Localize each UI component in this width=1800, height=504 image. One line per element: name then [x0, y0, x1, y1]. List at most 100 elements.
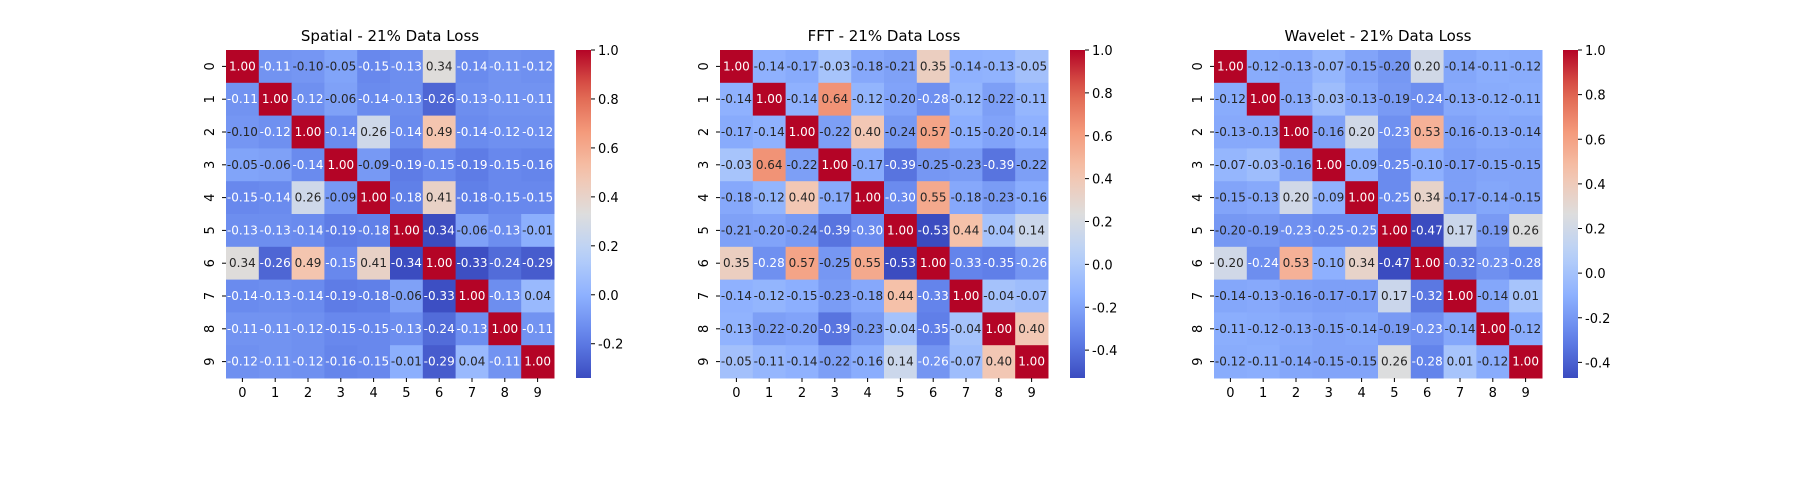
cell-label: -0.12	[522, 59, 553, 73]
cell-label: -0.15	[325, 256, 356, 270]
heatmap-cell	[1345, 148, 1379, 182]
cell-label: 0.64	[821, 92, 848, 106]
cell-label: -0.14	[754, 59, 785, 73]
heatmap-cell	[851, 115, 885, 149]
heatmap-cell	[982, 82, 1016, 117]
heatmap-cell	[1015, 345, 1049, 379]
x-tick-label: 4	[369, 386, 377, 401]
y-tick-label: 8	[697, 325, 712, 333]
cell-label: -0.14	[786, 92, 817, 106]
cell-label: -0.14	[1444, 59, 1475, 73]
cell-label: -0.04	[950, 322, 981, 336]
heatmap-cell	[916, 50, 951, 84]
heatmap-cell	[818, 82, 852, 117]
heatmap-cell	[785, 246, 819, 281]
heatmap-cell	[390, 115, 424, 149]
heatmap-cell	[1279, 148, 1313, 182]
heatmap-cell	[390, 214, 424, 248]
heatmap-cell	[1410, 181, 1445, 215]
heatmap-cell	[1443, 50, 1477, 84]
cell-label: -0.24	[424, 322, 455, 336]
cell-label: -0.11	[754, 355, 785, 369]
heatmap-cell	[818, 279, 852, 313]
cell-label: 0.01	[1447, 355, 1474, 369]
heatmap-cell	[324, 279, 358, 313]
cell-label: -0.25	[918, 158, 949, 172]
heatmap-cell	[390, 82, 424, 117]
colorbar-tick-label: 0.0	[1585, 267, 1606, 282]
cell-label: 0.01	[1512, 289, 1539, 303]
heatmap-cell	[916, 246, 951, 281]
cell-label: -0.11	[489, 355, 520, 369]
cell-label: -0.12	[1510, 322, 1541, 336]
cell-label: 1.00	[393, 223, 420, 237]
heatmap-cell	[884, 50, 918, 84]
cell-label: -0.53	[885, 256, 916, 270]
heatmap-cell	[521, 214, 555, 248]
heatmap-cell	[982, 148, 1016, 182]
heatmap-cell	[982, 312, 1016, 346]
heatmap-cell	[226, 214, 260, 248]
heatmap-cell	[1443, 148, 1477, 182]
cell-label: 1.00	[1414, 256, 1441, 270]
cell-label: -0.16	[1280, 158, 1311, 172]
heatmap-cell	[258, 148, 293, 182]
heatmap-cell	[226, 50, 260, 84]
cell-label: -0.19	[391, 158, 422, 172]
cell-label: -0.12	[754, 289, 785, 303]
cell-label: -0.23	[950, 158, 981, 172]
cell-label: -0.15	[227, 191, 258, 205]
heatmap-cell	[818, 312, 852, 346]
cell-label: -0.15	[1346, 59, 1377, 73]
cell-label: 1.00	[1479, 322, 1506, 336]
cell-label: -0.15	[1346, 355, 1377, 369]
cell-label: -0.11	[260, 355, 291, 369]
heatmap-cell	[1345, 312, 1379, 346]
y-tick-label: 8	[1191, 325, 1206, 333]
heatmap-cell	[1246, 148, 1281, 182]
cell-label: -0.23	[1477, 256, 1508, 270]
cell-label: -0.25	[1346, 223, 1377, 237]
cell-label: -0.23	[1280, 223, 1311, 237]
heatmap-cell	[1476, 148, 1510, 182]
cell-label: -0.13	[721, 322, 752, 336]
cell-label: -0.15	[489, 191, 520, 205]
cell-label: -0.14	[1510, 125, 1541, 139]
colorbar	[1070, 50, 1085, 378]
cell-label: -0.30	[852, 223, 883, 237]
cell-label: -0.13	[1346, 92, 1377, 106]
heatmap-cell	[455, 115, 489, 149]
heatmap-cell	[982, 50, 1016, 84]
heatmap-cell	[390, 181, 424, 215]
cell-label: -0.22	[1016, 158, 1047, 172]
cell-label: -0.22	[819, 355, 850, 369]
cell-label: 0.55	[854, 256, 881, 270]
cell-label: -0.12	[1477, 92, 1508, 106]
heatmap-cell	[455, 246, 489, 281]
heatmap-cell	[226, 279, 260, 313]
heatmap-cell	[1312, 50, 1346, 84]
y-tick-label: 2	[203, 128, 218, 136]
cell-label: 0.04	[459, 355, 486, 369]
cell-label: 1.00	[821, 158, 848, 172]
heatmap-cell	[1279, 115, 1313, 149]
cell-label: -0.22	[754, 322, 785, 336]
heatmap-cell	[1509, 214, 1543, 248]
cell-label: -0.15	[358, 59, 389, 73]
cell-label: -0.13	[489, 223, 520, 237]
cell-label: 1.00	[953, 289, 980, 303]
heatmap-cell	[884, 246, 918, 281]
heatmap-cell	[488, 279, 522, 313]
heatmap-cell	[422, 214, 457, 248]
cell-label: -0.22	[786, 158, 817, 172]
colorbar-tick-label: 0.2	[1585, 223, 1606, 238]
heatmap-cell	[949, 214, 983, 248]
cell-label: -0.21	[721, 223, 752, 237]
heatmap-cell	[1312, 279, 1346, 313]
colorbar-tick-label: 0.6	[1585, 133, 1606, 148]
heatmap-cell	[851, 50, 885, 84]
cell-label: -0.39	[819, 223, 850, 237]
cell-label: -0.24	[885, 125, 916, 139]
cell-label: -0.13	[1248, 289, 1279, 303]
heatmap-cell	[488, 50, 522, 84]
